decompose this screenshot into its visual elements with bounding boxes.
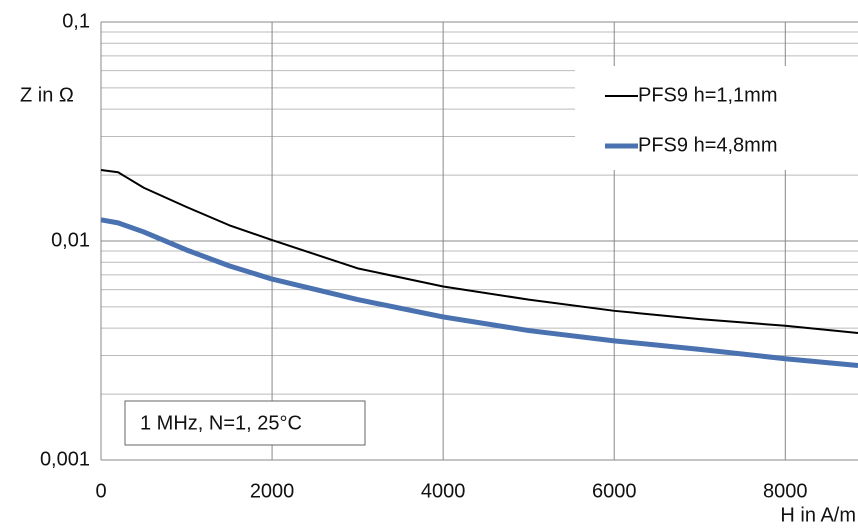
annotation-box <box>124 400 366 446</box>
legend-label: PFS9 h=1,1mm <box>638 84 778 106</box>
line <box>100 168 858 335</box>
legend-box <box>575 66 858 170</box>
x-tick-label: 4000 <box>421 480 466 502</box>
annotation: 1 MHz, N=1, 25°C <box>140 412 302 434</box>
y-tick-label: 0,001 <box>40 448 90 470</box>
line <box>100 217 858 369</box>
y-axis-label: Z in Ω <box>20 84 74 106</box>
x-tick-label: 2000 <box>250 480 295 502</box>
y-tick-label: 0,1 <box>62 10 90 32</box>
y-tick-label: 0,01 <box>51 229 90 251</box>
legend-label: PFS9 h=4,8mm <box>638 134 778 156</box>
x-axis-label: H in A/m <box>780 504 856 526</box>
x-tick-label: 0 <box>95 480 106 502</box>
x-tick-label: 8000 <box>763 480 808 502</box>
x-tick-label: 6000 <box>592 480 637 502</box>
